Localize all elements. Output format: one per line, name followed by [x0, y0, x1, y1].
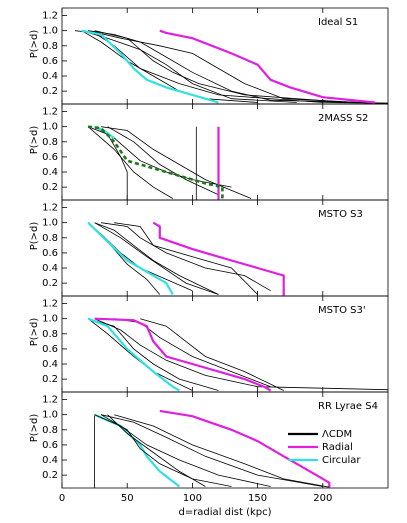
y-axis-label: P(>d) — [29, 222, 40, 251]
y-tick-label: 1.2 — [42, 395, 58, 406]
series-line — [114, 318, 271, 388]
x-axis-label: d=radial dist (kpc) — [178, 507, 271, 518]
y-tick-label: 1.0 — [42, 122, 58, 133]
y-tick-label: 0.6 — [42, 440, 58, 451]
series-line — [87, 221, 174, 296]
series-line — [94, 222, 219, 295]
y-tick-label: 0.6 — [42, 344, 58, 355]
series-line — [87, 318, 219, 391]
series-line — [74, 30, 389, 104]
series-line — [88, 30, 389, 104]
series-line — [100, 414, 232, 487]
series-line — [81, 29, 219, 104]
y-tick-label: 0.8 — [42, 41, 58, 52]
y-tick-label: 0.4 — [42, 455, 58, 466]
panel-title: Ideal S1 — [318, 17, 358, 28]
panel-title: RR Lyrae S4 — [318, 401, 378, 412]
y-tick-label: 1.2 — [42, 11, 58, 22]
y-tick-label: 1.2 — [42, 107, 58, 118]
series-line — [88, 30, 376, 104]
y-tick-label: 1.0 — [42, 26, 58, 37]
panel-title: MSTO S3' — [318, 305, 366, 316]
y-axis-label: P(>d) — [29, 30, 40, 59]
y-tick-label: 0.4 — [42, 71, 58, 82]
panel-title: MSTO S3 — [318, 209, 363, 220]
series-line — [94, 414, 271, 487]
legend-label: ΛCDM — [322, 429, 352, 440]
series-line — [94, 126, 232, 188]
legend-label: Radial — [322, 442, 353, 453]
y-axis-label: P(>d) — [29, 414, 40, 443]
series-line — [152, 221, 285, 296]
y-tick-label: 0.2 — [42, 470, 58, 481]
y-tick-label: 1.2 — [42, 203, 58, 214]
series-line — [114, 414, 330, 488]
y-tick-label: 0.2 — [42, 86, 58, 97]
series-line — [87, 126, 128, 200]
y-axis-label: P(>d) — [29, 318, 40, 347]
y-tick-label: 1.0 — [42, 218, 58, 229]
y-tick-label: 0.8 — [42, 137, 58, 148]
y-axis-label: P(>d) — [29, 126, 40, 155]
y-tick-label: 1.2 — [42, 299, 58, 310]
series-line — [81, 30, 297, 103]
series-line — [87, 125, 224, 200]
series-line — [94, 30, 349, 103]
y-tick-label: 0.4 — [42, 263, 58, 274]
series-line — [101, 126, 252, 199]
y-tick-label: 1.0 — [42, 410, 58, 421]
series-line — [101, 222, 271, 292]
x-tick-label: 0 — [59, 493, 65, 504]
series-line — [114, 222, 258, 295]
y-tick-label: 0.8 — [42, 425, 58, 436]
series-line — [101, 414, 323, 487]
panel-frame — [61, 391, 389, 489]
series-line — [107, 126, 219, 196]
series-line — [94, 413, 181, 488]
series-line — [87, 126, 174, 199]
x-tick-label: 150 — [248, 493, 267, 504]
series-line — [94, 318, 389, 391]
series-line — [94, 222, 219, 295]
x-tick-label: 50 — [121, 493, 134, 504]
x-tick-label: 100 — [183, 493, 202, 504]
y-tick-label: 0.2 — [42, 374, 58, 385]
legend-label: Circular — [322, 455, 361, 466]
series-line — [159, 29, 376, 104]
series-line — [140, 318, 284, 391]
y-tick-label: 0.8 — [42, 233, 58, 244]
y-tick-label: 0.2 — [42, 182, 58, 193]
y-tick-label: 0.6 — [42, 248, 58, 259]
series-line — [87, 317, 180, 392]
series-line — [107, 414, 206, 487]
y-tick-label: 0.6 — [42, 56, 58, 67]
y-tick-label: 1.0 — [42, 314, 58, 325]
series-line — [94, 317, 272, 392]
panel-title: 2MASS S2 — [318, 113, 368, 124]
y-tick-label: 0.8 — [42, 329, 58, 340]
y-tick-label: 0.6 — [42, 152, 58, 163]
y-tick-label: 0.2 — [42, 278, 58, 289]
series-line — [87, 318, 193, 391]
y-tick-label: 0.4 — [42, 359, 58, 370]
series-line — [159, 409, 331, 488]
y-tick-label: 0.4 — [42, 167, 58, 178]
x-tick-label: 200 — [313, 493, 332, 504]
